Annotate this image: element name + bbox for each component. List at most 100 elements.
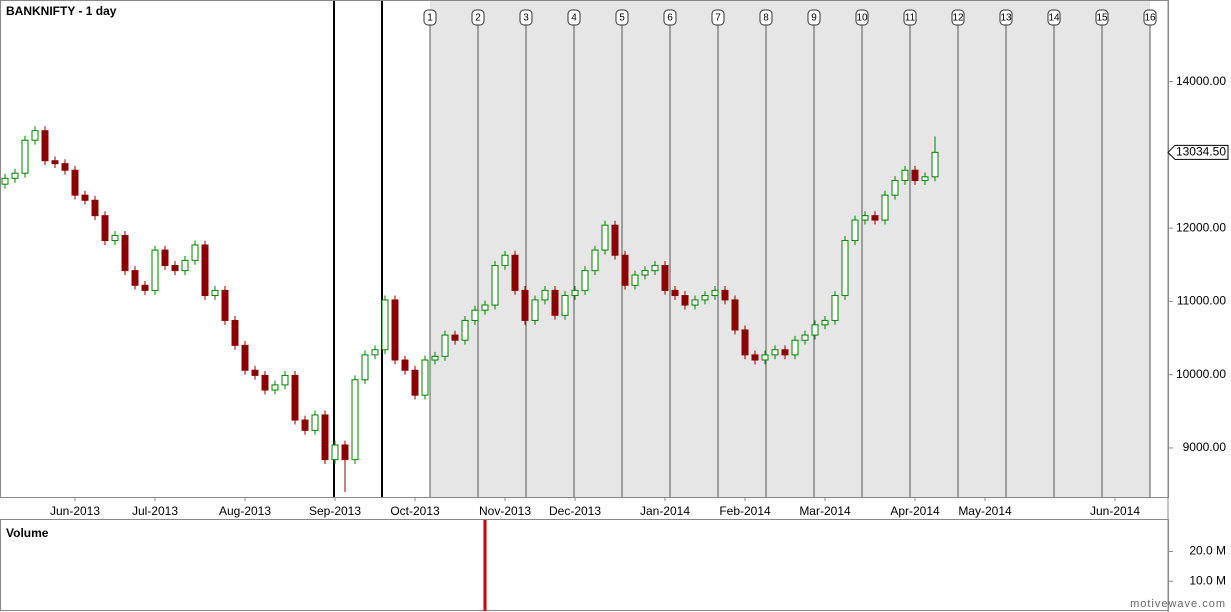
candle-body — [161, 249, 169, 266]
candle-body — [381, 299, 389, 351]
candle-body — [341, 444, 349, 461]
candle-body — [141, 284, 149, 291]
cycle-box — [999, 9, 1013, 26]
candle-body — [881, 194, 889, 221]
candle-body — [561, 295, 569, 316]
candle-body — [571, 289, 579, 297]
candle-body — [541, 289, 549, 301]
candle-body — [431, 355, 439, 361]
cycle-label: 15 — [1096, 13, 1108, 24]
candle-body — [791, 339, 799, 356]
x-tick-label: Mar-2014 — [799, 504, 851, 518]
candle-body — [621, 254, 629, 286]
candle-body — [321, 414, 329, 461]
candle-body — [661, 264, 669, 291]
cycle-label: 3 — [523, 13, 529, 24]
cycle-box — [855, 9, 869, 26]
cycle-box — [567, 9, 581, 26]
candle-body — [211, 289, 219, 297]
candle-body — [911, 169, 919, 181]
candle-body — [511, 254, 519, 291]
candle-body — [871, 215, 879, 221]
y-tick-label: 9000.00 — [1183, 440, 1227, 454]
x-tick-label: Oct-2013 — [390, 504, 440, 518]
candle-body — [581, 270, 589, 291]
candle-body — [651, 264, 659, 272]
cycle-label: 4 — [571, 13, 577, 24]
cycle-box — [759, 9, 773, 26]
cycle-label: 6 — [667, 13, 673, 24]
candle-body — [241, 344, 249, 371]
candle-body — [741, 329, 749, 356]
candle-body — [801, 334, 809, 341]
cycle-label: 11 — [905, 13, 916, 24]
cycle-box — [807, 9, 821, 26]
cycle-label: 14 — [1048, 13, 1060, 24]
candle-body — [51, 160, 59, 165]
cycle-label: 1 — [427, 13, 433, 24]
candle-body — [291, 374, 299, 421]
candle-body — [261, 374, 269, 391]
cycle-label: 2 — [475, 13, 481, 24]
candle-body — [151, 249, 159, 291]
candle-body — [201, 244, 209, 297]
candle-body — [281, 374, 289, 386]
cycle-label: 13 — [1000, 13, 1012, 24]
candle-body — [611, 224, 619, 256]
candle-body — [531, 299, 539, 321]
candle-body — [491, 264, 499, 306]
candle-body — [631, 274, 639, 286]
candle-body — [781, 349, 789, 356]
candle-body — [401, 359, 409, 371]
y-tick-label: 11000.00 — [1177, 294, 1226, 308]
candle-body — [471, 309, 479, 321]
candle-body — [721, 289, 729, 301]
cycle-label: 9 — [811, 13, 817, 24]
candle-body — [81, 194, 89, 201]
x-tick-label: Nov-2013 — [479, 504, 531, 518]
cycle-label: 8 — [763, 13, 769, 24]
candle-body — [101, 215, 109, 242]
volume-tick-label: 20.0 M — [1189, 544, 1226, 558]
candle-body — [231, 319, 239, 346]
y-tick-label: 12000.00 — [1176, 220, 1226, 234]
candle-body — [421, 359, 429, 396]
candle-body — [391, 299, 399, 361]
cycle-label: 7 — [715, 13, 721, 24]
candle-body — [181, 259, 189, 272]
candle-body — [931, 151, 939, 178]
cycle-label: 5 — [619, 13, 625, 24]
candle-body — [131, 270, 139, 286]
candle-body — [301, 419, 309, 431]
candle-body — [31, 130, 39, 141]
cycle-zone — [430, 1, 1150, 497]
candle-body — [751, 354, 759, 361]
candle-body — [521, 289, 529, 321]
candle-body — [411, 369, 419, 396]
candle-body — [891, 179, 899, 196]
candle-body — [921, 176, 929, 181]
candle-body — [731, 299, 739, 331]
cycle-box — [423, 9, 437, 26]
candle-body — [501, 254, 509, 266]
candle-body — [831, 295, 839, 321]
cycle-box — [951, 9, 965, 26]
candle-body — [371, 349, 379, 356]
candle-body — [351, 379, 359, 461]
candle-body — [11, 172, 19, 179]
last-price-tag — [1167, 144, 1229, 160]
candle-body — [71, 169, 79, 196]
candle-body — [821, 319, 829, 326]
candle-body — [481, 304, 489, 311]
candle-body — [761, 354, 769, 361]
candle-body — [41, 130, 49, 162]
candle-body — [271, 384, 279, 391]
y-tick-label: 14000.00 — [1176, 74, 1226, 88]
candle-body — [221, 289, 229, 321]
cycle-box — [615, 9, 629, 26]
candle-body — [851, 219, 859, 242]
chart-title: BANKNIFTY - 1 day — [6, 4, 117, 18]
volume-tick-label: 10.0 M — [1189, 573, 1226, 587]
candle-body — [61, 163, 69, 171]
y-tick-label: 10000.00 — [1176, 367, 1226, 381]
